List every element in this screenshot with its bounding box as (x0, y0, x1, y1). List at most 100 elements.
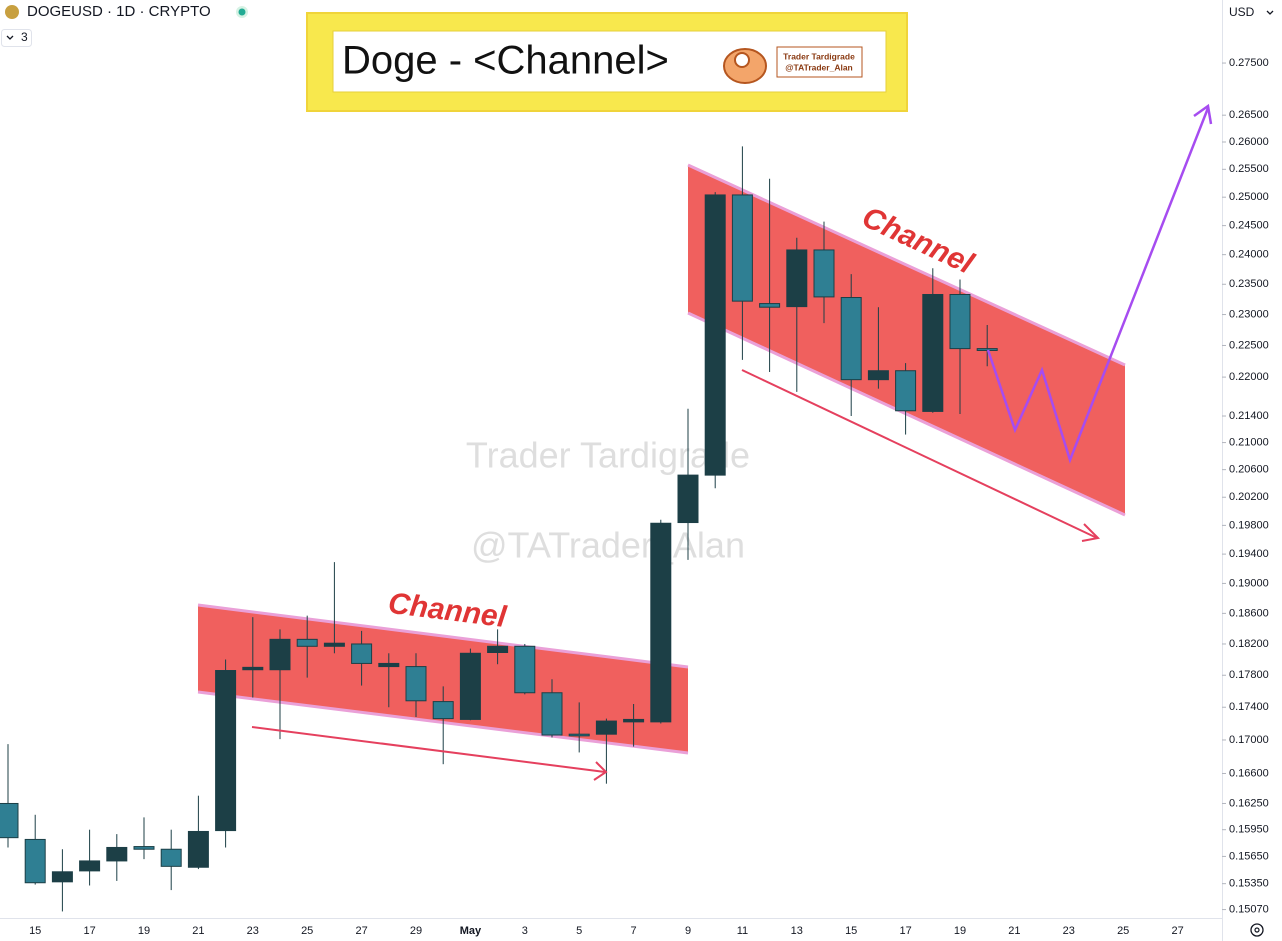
y-tick-label: 0.21400 (1229, 410, 1269, 422)
y-tick-label: 0.19000 (1229, 577, 1269, 589)
price-axis-bg (1222, 0, 1282, 941)
projection-path (986, 103, 1213, 464)
channel-edge (687, 311, 1126, 517)
logo-eye (734, 52, 750, 68)
y-tick-label: 0.26000 (1229, 136, 1269, 148)
y-tick-label: 0.24500 (1229, 220, 1269, 232)
candle-body (487, 645, 509, 654)
logo (723, 48, 767, 84)
candle-body (106, 846, 128, 862)
y-tick-label: 0.27500 (1229, 57, 1269, 69)
candle-body (405, 666, 427, 702)
symbol: DOGEUSD · 1D · CRYPTO (27, 3, 211, 20)
candle-body (215, 670, 237, 832)
candle-body (459, 652, 481, 720)
y-tick-label: 0.21000 (1229, 436, 1269, 448)
y-tick-label: 0.19400 (1229, 548, 1269, 560)
y-tick-label: 0.19800 (1229, 519, 1269, 531)
time-axis: 15 17 19 21 23 25 27 29 May 3 5 7 9 11 13 15 17 19 21 23 25 2… (29, 925, 1184, 937)
y-tick-label: 0.25500 (1229, 163, 1269, 175)
y-tick-label: 0.20200 (1229, 491, 1269, 503)
y-tick-label: 0.20600 (1229, 464, 1269, 476)
x-tick-label: 21 (192, 925, 204, 937)
arrow (741, 369, 1098, 539)
author-box (776, 46, 863, 78)
arrow (251, 726, 606, 773)
candle-body (351, 643, 373, 664)
candle-body (79, 860, 101, 872)
channel-edge (687, 163, 1126, 367)
candle-body (840, 297, 862, 381)
x-tick-label: 19 (138, 925, 150, 937)
channel-edge (197, 603, 689, 669)
y-tick-label: 0.25000 (1229, 191, 1269, 203)
candle-body (595, 720, 617, 735)
candle-body (242, 666, 264, 671)
candle-body (160, 848, 182, 867)
candle-body (623, 718, 645, 723)
settings-icon[interactable] (1250, 923, 1264, 937)
candle-body (0, 802, 19, 839)
watermark: @TATrader_Alan (471, 525, 745, 566)
candle-body (731, 194, 753, 302)
x-tick-label: 25 (1117, 925, 1129, 937)
candle-body (922, 293, 944, 412)
y-tick-label: 0.24000 (1229, 249, 1269, 261)
candles (0, 146, 998, 912)
currency[interactable]: USD (1229, 5, 1255, 19)
candle-body (133, 846, 155, 850)
handle: @TATrader_Alan (785, 62, 853, 72)
candle-body (949, 293, 971, 350)
candle-body (704, 194, 726, 476)
x-tick-label: 27 (1171, 925, 1183, 937)
candle-body (813, 249, 835, 298)
candle-body (541, 692, 563, 736)
x-tick-label: 7 (631, 925, 637, 937)
candle-body (786, 249, 808, 308)
x-tick-label: 25 (301, 925, 313, 937)
x-tick-label: 23 (247, 925, 259, 937)
y-tick-label: 0.22000 (1229, 371, 1269, 383)
x-tick-label: 15 (29, 925, 41, 937)
chevron (6, 35, 14, 40)
y-tick-label: 0.23000 (1229, 308, 1269, 320)
candle-body (378, 662, 400, 668)
candle-body (269, 638, 291, 671)
x-tick-label: 3 (522, 925, 528, 937)
y-tick-label: 0.26500 (1229, 109, 1269, 121)
indicator-toggle[interactable] (1, 29, 32, 47)
x-tick-label: 29 (410, 925, 422, 937)
candle-body (296, 638, 318, 647)
author: Trader Tardigrade (783, 51, 855, 61)
candle-body (51, 871, 73, 883)
y-tick-label: 0.23500 (1229, 278, 1269, 290)
x-tick-label: May (460, 925, 482, 937)
candle-body (24, 838, 46, 884)
y-tick-label: 0.15070 (1229, 903, 1269, 915)
candle-body (895, 370, 917, 412)
candle-body (323, 642, 345, 647)
x-tick-label: 17 (899, 925, 911, 937)
candle-body (976, 348, 998, 351)
y-tick-label: 0.17000 (1229, 734, 1269, 746)
x-tick-label: 9 (685, 925, 691, 937)
x-tick-label: 17 (83, 925, 95, 937)
watermark: Trader Tardigrade (466, 435, 750, 476)
trend-arrows (251, 369, 1101, 781)
indicator-count: 3 (21, 30, 28, 44)
candle-body (514, 645, 536, 694)
banner-title: Doge - <Channel> (342, 39, 669, 83)
candle-body (432, 701, 454, 720)
arrow-head (593, 761, 608, 781)
x-tick-label: 15 (845, 925, 857, 937)
candle-body (677, 474, 699, 524)
settings-icon-center (1254, 927, 1260, 933)
candle-body (187, 830, 209, 868)
projection (986, 107, 1210, 464)
y-tick-label: 0.17400 (1229, 701, 1269, 713)
y-tick-label: 0.15650 (1229, 850, 1269, 862)
y-tick-label: 0.15950 (1229, 824, 1269, 836)
y-tick-label: 0.18600 (1229, 607, 1269, 619)
status-dot (238, 8, 246, 16)
y-tick-label: 0.18200 (1229, 638, 1269, 650)
